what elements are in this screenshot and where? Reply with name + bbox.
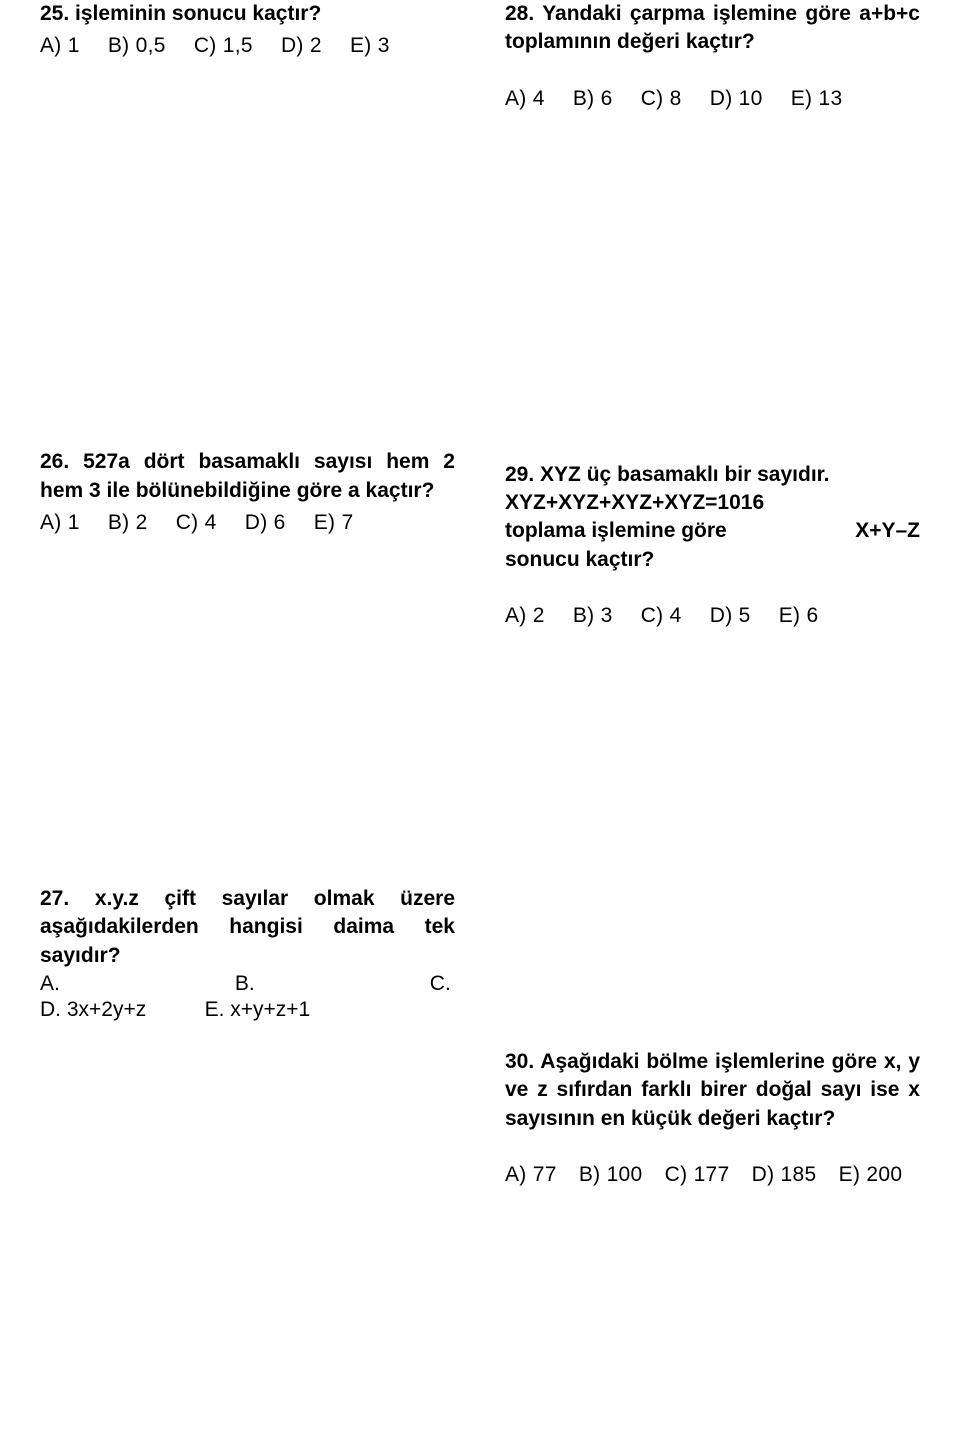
q26-number: 26. — [40, 450, 69, 473]
q29-opt-a: A) 2 — [505, 604, 545, 628]
q26-opt-a: A) 1 — [40, 511, 80, 535]
q27-sub-e: E. x+y+z+1 — [205, 998, 311, 1021]
q29-opt-c: C) 4 — [641, 604, 682, 628]
spacer-left-1 — [40, 78, 455, 448]
q29-line4: sonucu kaçtır? — [505, 546, 920, 574]
page: 25. işleminin sonucu kaçtır? A) 1 B) 0,5… — [0, 0, 960, 1456]
q29-text: 29. XYZ üç basamaklı bir sayıdır. XYZ+XY… — [505, 461, 920, 574]
q29-gap — [505, 574, 920, 598]
q28-opt-d: D) 10 — [710, 87, 763, 111]
spacer-left-2 — [40, 555, 455, 885]
two-column-layout: 25. işleminin sonucu kaçtır? A) 1 B) 0,5… — [40, 0, 920, 1456]
q28-opt-e: E) 13 — [791, 87, 843, 111]
question-25: 25. işleminin sonucu kaçtır? A) 1 B) 0,5… — [40, 0, 455, 58]
q26-body: 527a dört basamaklı sayısı hem 2 hem 3 i… — [40, 450, 455, 501]
question-28: 28. Yandaki çarpma işlemine göre a+b+c t… — [505, 0, 920, 111]
q29-number: 29. — [505, 463, 534, 486]
q27-body: x.y.z çift sayılar olmak üzere aşağıdaki… — [40, 887, 455, 967]
q27-sublines: A. B. C. D. 3x+2y+z E. x+y+z+1 — [40, 972, 455, 1022]
spacer-right-1 — [505, 131, 920, 461]
q25-opt-c: C) 1,5 — [194, 34, 253, 58]
q25-options: A) 1 B) 0,5 C) 1,5 D) 2 E) 3 — [40, 34, 455, 58]
q26-opt-b: B) 2 — [108, 511, 148, 535]
q30-body: Aşağıdaki bölme işlemlerine göre x, y ve… — [505, 1050, 920, 1130]
q25-text: 25. işleminin sonucu kaçtır? — [40, 0, 455, 28]
q29-opt-d: D) 5 — [710, 604, 751, 628]
q30-opt-e: E) 200 — [839, 1163, 903, 1187]
q26-opt-e: E) 7 — [314, 511, 354, 535]
q28-number: 28. — [505, 2, 534, 25]
q27-text: 27. x.y.z çift sayılar olmak üzere aşağı… — [40, 885, 455, 970]
q29-line2: XYZ+XYZ+XYZ+XYZ=1016 — [505, 489, 920, 517]
q29-line1: XYZ üç basamaklı bir sayıdır. — [540, 463, 829, 486]
q27-sub-d: D. 3x+2y+z — [40, 998, 146, 1021]
q27-sub-c: C. — [430, 972, 451, 995]
q25-number: 25. — [40, 2, 69, 25]
q26-text: 26. 527a dört basamaklı sayısı hem 2 hem… — [40, 448, 455, 505]
q30-opt-a: A) 77 — [505, 1163, 557, 1187]
q27-number: 27. — [40, 887, 69, 910]
q28-gap — [505, 57, 920, 81]
q25-opt-b: B) 0,5 — [108, 34, 166, 58]
q25-opt-d: D) 2 — [281, 34, 322, 58]
q26-opt-d: D) 6 — [245, 511, 286, 535]
q30-number: 30. — [505, 1050, 534, 1073]
q26-opt-c: C) 4 — [176, 511, 217, 535]
q30-opt-c: C) 177 — [665, 1163, 730, 1187]
q29-opt-e: E) 6 — [779, 604, 819, 628]
q30-options: A) 77 B) 100 C) 177 D) 185 E) 200 — [505, 1163, 920, 1187]
q28-opt-a: A) 4 — [505, 87, 545, 111]
q26-options: A) 1 B) 2 C) 4 D) 6 E) 7 — [40, 511, 455, 535]
question-29: 29. XYZ üç basamaklı bir sayıdır. XYZ+XY… — [505, 461, 920, 628]
left-column: 25. işleminin sonucu kaçtır? A) 1 B) 0,5… — [40, 0, 455, 1456]
q25-opt-e: E) 3 — [350, 34, 390, 58]
q30-opt-b: B) 100 — [579, 1163, 643, 1187]
q29-opt-b: B) 3 — [573, 604, 613, 628]
q27-sub-b: B. — [235, 972, 255, 995]
q28-options: A) 4 B) 6 C) 8 D) 10 E) 13 — [505, 87, 920, 111]
q27-sub-a: A. — [40, 972, 60, 995]
question-30: 30. Aşağıdaki bölme işlemlerine göre x, … — [505, 1048, 920, 1187]
question-26: 26. 527a dört basamaklı sayısı hem 2 hem… — [40, 448, 455, 535]
q28-body: Yandaki çarpma işlemine göre a+b+c topla… — [505, 2, 920, 53]
q30-opt-d: D) 185 — [752, 1163, 817, 1187]
q29-options: A) 2 B) 3 C) 4 D) 5 E) 6 — [505, 604, 920, 628]
right-column: 28. Yandaki çarpma işlemine göre a+b+c t… — [505, 0, 920, 1456]
q30-gap — [505, 1133, 920, 1157]
q25-opt-a: A) 1 — [40, 34, 80, 58]
q25-body: işleminin sonucu kaçtır? — [75, 2, 321, 25]
spacer-right-2 — [505, 648, 920, 1048]
q30-text: 30. Aşağıdaki bölme işlemlerine göre x, … — [505, 1048, 920, 1133]
q29-line3a: toplama işlemine göre — [505, 517, 727, 545]
question-27: 27. x.y.z çift sayılar olmak üzere aşağı… — [40, 885, 455, 1024]
q29-line3b: X+Y–Z — [855, 517, 920, 545]
q28-opt-b: B) 6 — [573, 87, 613, 111]
q28-opt-c: C) 8 — [641, 87, 682, 111]
q28-text: 28. Yandaki çarpma işlemine göre a+b+c t… — [505, 0, 920, 57]
